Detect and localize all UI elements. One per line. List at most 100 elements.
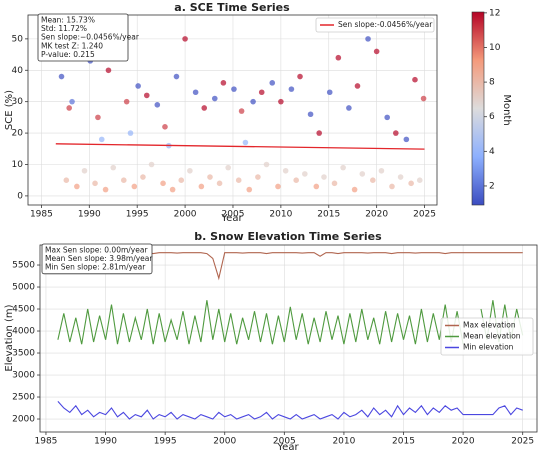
x-tick-label: 2000 <box>213 437 236 447</box>
data-point <box>192 89 199 96</box>
stats-text: Sen slope:−0.0456%/year <box>41 33 140 42</box>
stats-text: Mean: 15.73% <box>41 16 95 25</box>
x-tick-label: 2010 <box>332 437 355 447</box>
x-tick-label: 1995 <box>126 210 149 220</box>
y-axis-label: Elevation (m) <box>4 304 15 371</box>
data-point <box>278 98 284 105</box>
data-point <box>131 183 138 190</box>
legend-label: Min elevation <box>463 343 514 352</box>
legend-label: Max elevation <box>463 321 516 330</box>
data-point <box>246 186 253 193</box>
data-point <box>297 73 303 80</box>
stats-text: Min Sen slope: 2.81m/year <box>45 263 146 272</box>
data-point <box>331 180 338 187</box>
x-axis-label: Year <box>220 213 243 224</box>
data-point <box>326 89 333 96</box>
y-tick-label: 2500 <box>12 393 35 403</box>
chart-title: b. Snow Elevation Time Series <box>194 230 382 243</box>
data-point <box>201 105 208 111</box>
legend-label: Mean elevation <box>463 332 521 341</box>
data-point <box>98 136 105 143</box>
stats-text: P-value: 0.215 <box>41 50 95 59</box>
data-point <box>182 36 188 42</box>
data-point <box>378 167 385 174</box>
data-point <box>389 183 395 190</box>
stats-text: Std: 11.72% <box>41 24 87 33</box>
data-point <box>92 180 98 187</box>
stats-text: MK test Z: 1.240 <box>41 41 103 50</box>
data-point <box>220 80 227 86</box>
x-tick-label: 2025 <box>413 210 436 220</box>
data-point <box>282 167 289 174</box>
data-point <box>69 98 75 105</box>
y-tick-label: 0 <box>17 191 23 201</box>
data-point <box>238 108 245 114</box>
data-point <box>162 124 168 130</box>
legend-box <box>440 317 534 356</box>
colorbar <box>471 11 485 206</box>
data-point <box>420 95 427 102</box>
data-point <box>187 167 193 174</box>
data-point <box>302 171 308 177</box>
x-tick-label: 1990 <box>78 210 101 220</box>
x-tick-label: 2015 <box>392 437 415 447</box>
data-point <box>354 83 361 89</box>
data-point <box>263 161 270 168</box>
data-point <box>255 174 261 180</box>
y-tick-label: 10 <box>12 160 24 170</box>
data-point <box>127 130 134 136</box>
data-point <box>231 86 237 92</box>
data-point <box>258 89 265 96</box>
y-tick-label: 5000 <box>12 283 35 293</box>
data-line <box>57 300 464 345</box>
data-point <box>351 186 358 193</box>
data-point <box>384 114 390 121</box>
x-tick-label: 2005 <box>273 437 296 447</box>
data-point <box>169 186 176 193</box>
stats-text: Mean Sen slope: 3.98m/year <box>45 254 153 263</box>
y-tick-label: 5500 <box>12 261 35 271</box>
data-point <box>408 180 414 187</box>
x-tick-label: 2020 <box>365 210 388 220</box>
data-point <box>173 73 180 80</box>
x-axis-label: Year <box>276 442 299 453</box>
stats-box <box>41 243 153 275</box>
data-point <box>365 36 371 42</box>
colorbar-tick-label: 2 <box>489 181 495 191</box>
trend-line <box>55 143 425 150</box>
x-tick-label: 2000 <box>174 210 197 220</box>
data-point <box>216 180 223 187</box>
data-point <box>211 95 218 102</box>
y-tick-label: 2000 <box>12 415 35 425</box>
data-point <box>335 54 342 61</box>
x-tick-label: 2010 <box>269 210 292 220</box>
y-tick-label: 4000 <box>12 327 35 337</box>
data-point <box>269 80 276 86</box>
data-point <box>178 177 185 183</box>
data-point <box>148 161 155 168</box>
x-tick-label: 2005 <box>222 210 245 220</box>
data-point <box>346 105 352 111</box>
colorbar-label: Month <box>501 94 512 125</box>
data-point <box>63 177 70 183</box>
data-point <box>393 130 399 136</box>
data-point <box>370 177 376 183</box>
data-point <box>66 105 72 111</box>
y-axis-label: SCE (%) <box>4 90 15 130</box>
data-point <box>307 111 314 118</box>
data-point <box>412 76 418 83</box>
data-point <box>154 102 161 108</box>
legend-label: Sen slope:-0.0456%/year <box>338 20 433 29</box>
data-point <box>120 177 127 183</box>
data-point <box>198 183 205 190</box>
y-tick-label: 3500 <box>12 349 35 359</box>
data-point <box>123 98 130 105</box>
x-tick-label: 1985 <box>30 210 53 220</box>
data-point <box>316 130 322 136</box>
data-point <box>250 98 256 105</box>
data-point <box>160 180 166 187</box>
x-tick-label: 2015 <box>317 210 340 220</box>
data-point <box>416 177 423 183</box>
colorbar-tick-label: 8 <box>489 78 495 88</box>
data-point <box>143 92 150 99</box>
